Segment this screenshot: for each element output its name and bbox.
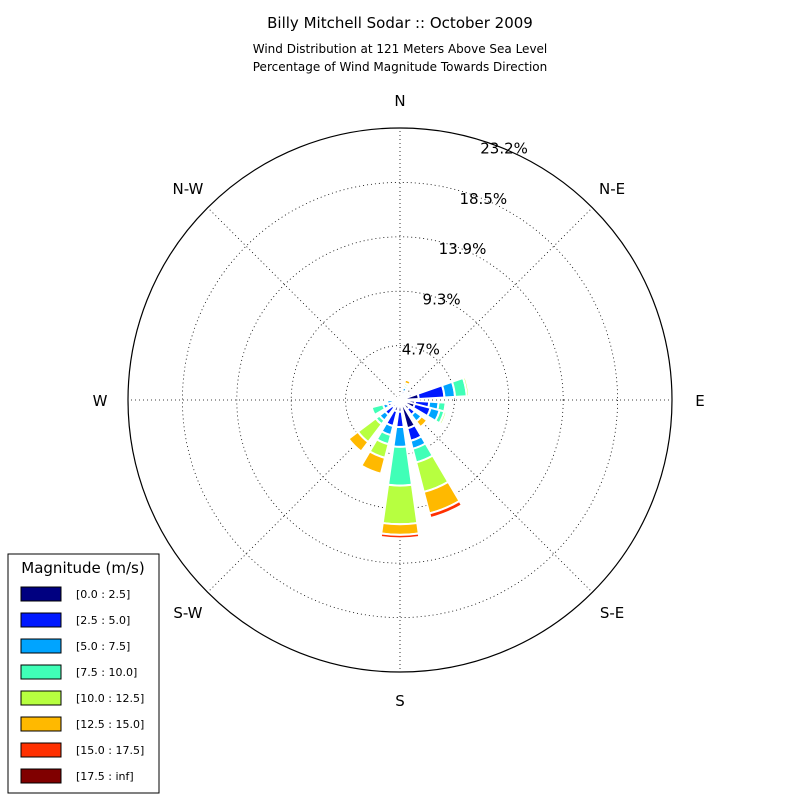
ring-label: 9.3% [423, 291, 461, 309]
wind-bar-segment [386, 445, 414, 487]
wind-bar-segment [359, 450, 387, 475]
ring-gridline [290, 290, 510, 510]
legend-swatch [20, 612, 62, 628]
wind-bar-segment [384, 399, 389, 406]
wind-bar-segment [380, 521, 420, 536]
legend-label: [5.0 : 7.5] [76, 640, 130, 653]
direction-label: S [395, 692, 405, 710]
legend-swatch [20, 586, 62, 602]
wind-bar-segment [370, 403, 387, 417]
legend-swatch [20, 768, 62, 784]
wind-sector [399, 399, 464, 520]
legend-label: [2.5 : 5.0] [76, 614, 130, 627]
polar-frame [127, 127, 673, 673]
legend-swatch [20, 690, 62, 706]
wind-bar-segment [381, 483, 419, 526]
legend-swatch [20, 742, 62, 758]
legend-label: [7.5 : 10.0] [76, 666, 137, 679]
legend-label: [0.0 : 2.5] [76, 588, 130, 601]
legend-swatch [20, 716, 62, 732]
direction-label: W [93, 392, 108, 410]
ring-label: 4.7% [402, 341, 440, 359]
ring-gridline [236, 236, 564, 564]
wind-bars [347, 375, 471, 540]
direction-label: S-W [173, 604, 202, 622]
wind-bar-segment [403, 378, 413, 387]
direction-label: E [695, 392, 704, 410]
wind-bar-segment [396, 395, 401, 400]
wind-sector [347, 399, 401, 453]
direction-label: N [394, 92, 405, 110]
wind-bar-segment [379, 532, 421, 540]
wind-bar-segment [438, 410, 448, 426]
chart-subtitle-line-1: Wind Distribution at 121 Meters Above Se… [253, 42, 548, 56]
polar-labels: N N-E E S-E S S-W W N-W 4.7% 9.3% 13.9% 18.5% 23.2% [93, 92, 705, 710]
wind-sector [384, 399, 401, 406]
wind-bar-segment [393, 395, 399, 401]
wind-bar-segment [414, 414, 429, 429]
wind-bar-segment [428, 499, 464, 520]
chart-subtitle-line-2: Percentage of Wind Magnitude Towards Dir… [253, 60, 547, 74]
wind-sector [396, 395, 401, 401]
wind-bar-segment [392, 425, 408, 448]
legend-swatch [20, 638, 62, 654]
legend-label: [15.0 : 17.5] [76, 744, 144, 757]
wind-sector [399, 375, 471, 401]
direction-label: N-E [599, 180, 625, 198]
direction-label: N-W [172, 180, 203, 198]
ring-label: 13.9% [439, 240, 487, 258]
wind-bar-segment [461, 375, 471, 398]
wind-sector [379, 399, 421, 540]
legend-label: [10.0 : 12.5] [76, 692, 144, 705]
legend: Magnitude (m/s) [0.0 : 2.5] [2.5 : 5.0] [5… [7, 553, 160, 794]
legend-title: Magnitude (m/s) [21, 559, 144, 577]
legend-swatch [20, 664, 62, 680]
chart-title: Billy Mitchell Sodar :: October 2009 [267, 14, 533, 32]
radial-gridline [207, 207, 401, 401]
ring-label: 23.2% [480, 140, 528, 158]
direction-label: S-E [600, 604, 624, 622]
wind-sector [359, 399, 401, 475]
legend-label: [12.5 : 15.0] [76, 718, 144, 731]
wind-bar-segment [416, 384, 446, 400]
legend-label: [17.5 : inf] [76, 770, 134, 783]
ring-label: 18.5% [459, 190, 507, 208]
wind-bar-segment [347, 430, 370, 453]
ring-gridline [345, 345, 455, 455]
ring-gridline [181, 181, 619, 619]
wind-sector [399, 399, 448, 426]
